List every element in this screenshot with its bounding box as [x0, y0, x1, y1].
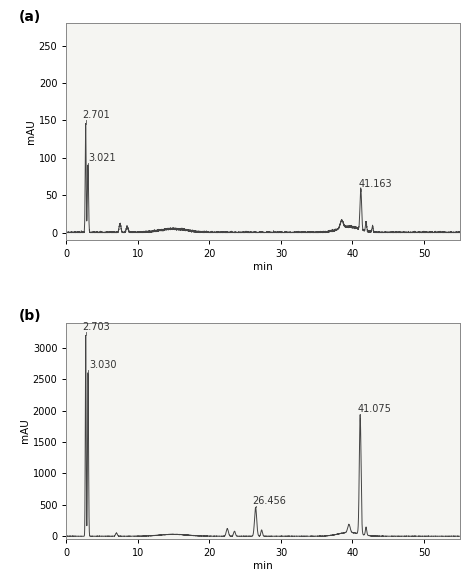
Y-axis label: mAU: mAU	[26, 119, 36, 144]
Text: 41.163: 41.163	[359, 179, 392, 189]
Text: 26.456: 26.456	[252, 496, 286, 506]
Text: (b): (b)	[19, 310, 42, 324]
Text: 3.030: 3.030	[89, 360, 117, 369]
Text: 3.021: 3.021	[89, 153, 116, 163]
X-axis label: min: min	[253, 561, 273, 571]
Y-axis label: mAU: mAU	[20, 419, 30, 443]
Text: (a): (a)	[19, 10, 41, 24]
Text: 41.075: 41.075	[358, 404, 392, 414]
Text: 2.703: 2.703	[82, 322, 110, 332]
Text: 2.701: 2.701	[82, 110, 110, 121]
X-axis label: min: min	[253, 262, 273, 272]
